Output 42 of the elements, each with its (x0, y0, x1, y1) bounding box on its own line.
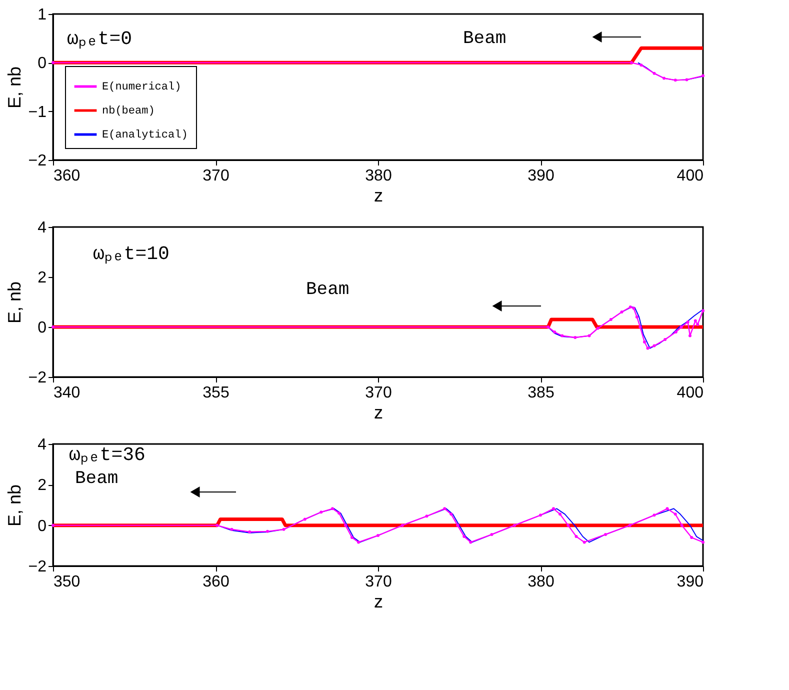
y-tick-label: 2 (38, 270, 47, 286)
x-tick-label: 370 (202, 168, 230, 184)
y-tick-label: 4 (38, 436, 47, 454)
legend-label: E(analytical) (102, 130, 188, 142)
y-tick-label: 4 (38, 220, 47, 236)
x-tick-label: 360 (54, 168, 80, 184)
y-tick-label: 1 (38, 6, 47, 24)
x-tick-label: 350 (54, 574, 80, 590)
x-tick-label: 360 (202, 574, 230, 590)
annotation: Beam (306, 280, 350, 300)
annotation: ωₚₑt=10 (93, 243, 170, 265)
x-tick-label: 390 (528, 168, 554, 184)
annotation: ωₚₑt=36 (69, 444, 146, 466)
y-axis-title: E, nb (4, 66, 24, 109)
x-tick-label: 370 (365, 574, 392, 590)
x-tick-label: 390 (676, 574, 704, 590)
annotation: ωₚₑt=0 (67, 28, 132, 50)
x-axis-title: z (374, 402, 383, 422)
x-axis-title: z (374, 186, 383, 206)
y-tick-label: −2 (28, 152, 47, 170)
x-tick-label: 400 (676, 384, 704, 402)
y-tick-label: −1 (28, 104, 47, 121)
x-axis-title: z (374, 592, 383, 612)
y-tick-label: 2 (38, 477, 47, 494)
y-tick-label: 0 (38, 518, 47, 535)
x-tick-label: 385 (528, 384, 554, 402)
x-tick-label: 380 (528, 574, 554, 590)
x-tick-label: 400 (676, 168, 704, 184)
legend-label: E(numerical) (102, 82, 182, 94)
x-tick-label: 380 (365, 168, 392, 184)
x-tick-label: 370 (365, 384, 392, 402)
x-tick-label: 355 (202, 384, 230, 402)
y-tick-label: −2 (28, 558, 47, 576)
y-axis-title: E, nb (4, 484, 24, 527)
y-axis-title: E, nb (4, 281, 24, 324)
annotation: Beam (75, 469, 118, 489)
y-tick-label: 0 (38, 320, 47, 336)
annotation: Beam (463, 29, 506, 49)
y-tick-label: 0 (38, 55, 47, 72)
legend-label: nb(beam) (102, 106, 155, 118)
y-tick-label: −2 (28, 370, 47, 386)
x-tick-label: 340 (54, 384, 80, 402)
